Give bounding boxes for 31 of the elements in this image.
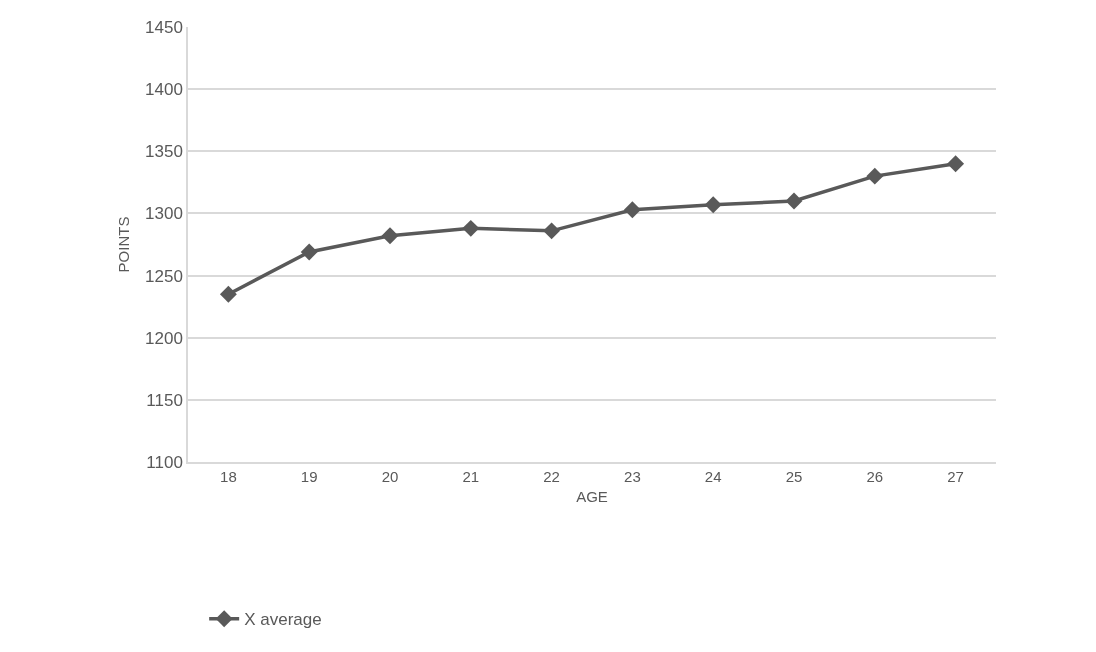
y-tick-label: 1400 <box>145 80 183 100</box>
point <box>785 192 803 210</box>
y-tick-label: 1200 <box>145 328 183 348</box>
x-axis-title: AGE <box>576 488 608 506</box>
x-tick-label: 21 <box>462 467 480 485</box>
y-tick-label: 1350 <box>145 142 183 162</box>
x-tick-label: 23 <box>624 467 641 485</box>
y-tick-label: 1300 <box>145 204 183 224</box>
point <box>219 285 237 303</box>
point <box>704 196 722 214</box>
point <box>623 201 641 219</box>
y-tick-label: 1150 <box>146 390 183 410</box>
x-tick-label: 18 <box>220 467 237 485</box>
y-tick-label: 1450 <box>145 17 183 37</box>
point <box>462 219 480 237</box>
point <box>947 155 965 173</box>
y-axis-title: POINTS <box>114 216 132 273</box>
x-tick-label: 27 <box>947 467 964 485</box>
point <box>866 167 884 185</box>
y-tick-label: 1100 <box>146 452 183 472</box>
x-tick-label: 26 <box>866 467 884 485</box>
x-tick-label: 19 <box>300 467 318 485</box>
x-tick-label: 20 <box>381 467 399 485</box>
x-tick-label: 25 <box>785 467 803 485</box>
point <box>381 227 399 245</box>
legend-label: X average <box>244 610 322 630</box>
x-tick-label: 24 <box>704 467 722 485</box>
y-tick-label: 1250 <box>145 266 183 286</box>
x-tick-label: 22 <box>543 467 560 485</box>
point <box>543 222 561 240</box>
point <box>300 243 318 261</box>
